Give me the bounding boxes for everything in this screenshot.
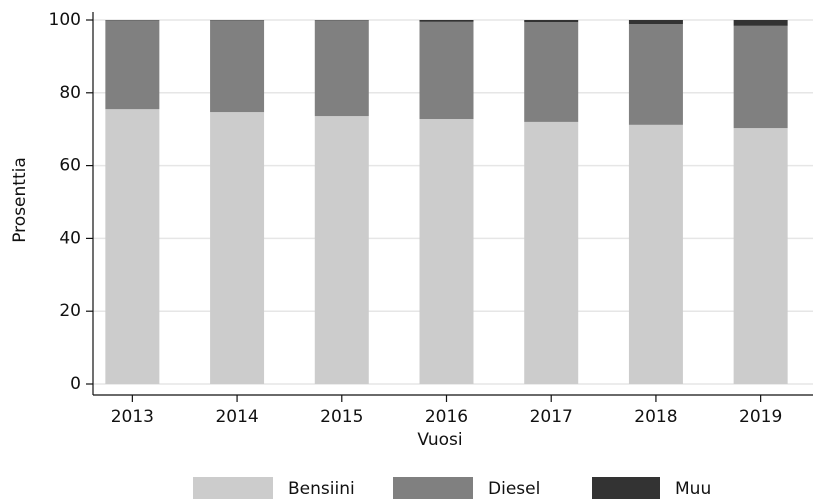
y-tick-label: 80 xyxy=(59,83,81,103)
bar-segment xyxy=(733,25,788,129)
y-tick-label: 40 xyxy=(59,228,81,248)
y-tick-label: 100 xyxy=(49,10,81,30)
x-tick-label: 2016 xyxy=(425,407,468,427)
x-tick-label: 2014 xyxy=(215,407,258,427)
bar-segment xyxy=(419,20,474,22)
bar-segment xyxy=(628,20,683,25)
bar-segment xyxy=(210,20,265,113)
bar-segment xyxy=(314,116,369,384)
bar-segment xyxy=(524,22,579,122)
legend-label: Bensiini xyxy=(288,479,355,499)
bar-segment xyxy=(524,121,579,385)
x-tick-label: 2017 xyxy=(530,407,573,427)
x-tick-label: 2015 xyxy=(320,407,363,427)
y-axis-label: Prosenttia xyxy=(10,157,30,243)
y-tick-label: 0 xyxy=(70,374,81,394)
bar-segment xyxy=(105,109,160,385)
legend-swatch xyxy=(193,477,273,499)
bar-segment xyxy=(210,112,265,384)
bar-segment xyxy=(419,119,474,385)
x-axis-label: Vuosi xyxy=(417,430,462,450)
y-tick-label: 60 xyxy=(59,156,81,176)
x-tick-label: 2019 xyxy=(739,407,782,427)
bar-segment xyxy=(314,20,369,117)
x-tick-label: 2013 xyxy=(111,407,154,427)
legend-label: Diesel xyxy=(488,479,540,499)
bar-segment xyxy=(733,20,788,26)
x-tick-label: 2018 xyxy=(634,407,677,427)
bar-segment xyxy=(419,21,474,120)
bar-segment xyxy=(524,20,579,23)
y-tick-label: 20 xyxy=(59,301,81,321)
bar-segment xyxy=(628,124,683,384)
legend-swatch xyxy=(393,477,473,499)
bar-segment xyxy=(733,128,788,384)
legend-label: Muu xyxy=(675,479,711,499)
bar-segment xyxy=(105,20,160,110)
bar-segment xyxy=(628,24,683,125)
legend-swatch xyxy=(592,477,660,499)
